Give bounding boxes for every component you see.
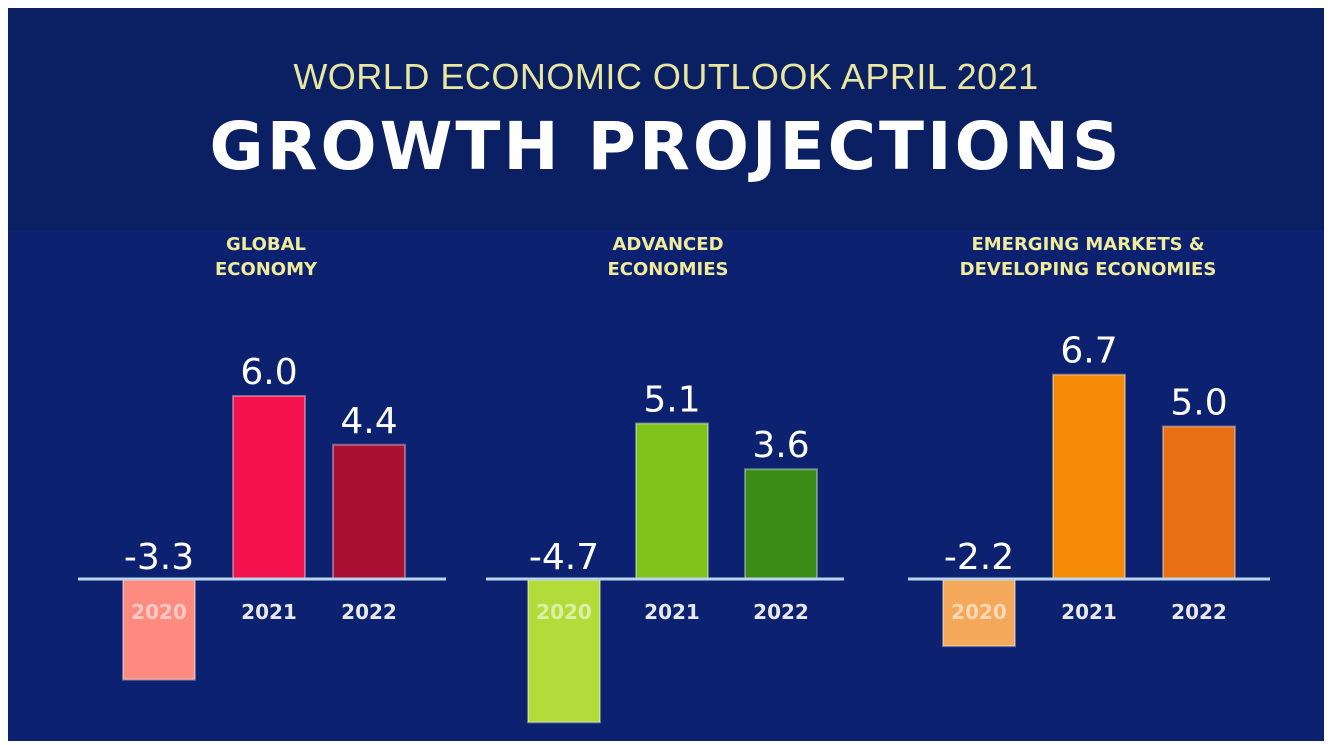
chart-panel: -3.3 2020 6.0 2021 4.4 2022 [78,352,446,681]
tick-label: 2021 [1061,600,1117,624]
bar-2021 [232,395,306,580]
page-title: GROWTH PROJECTIONS [209,108,1123,185]
chart-panel: -4.7 2020 5.1 2021 3.6 2022 [486,379,844,724]
bar-2021 [1052,373,1126,580]
data-label: 4.4 [340,401,397,442]
data-label: -3.3 [124,537,194,578]
data-label: 6.0 [240,352,297,393]
chart-panel: -2.2 2020 6.7 2021 5.0 2022 [908,331,1270,648]
tick-label: 2021 [644,600,700,624]
tick-label: 2020 [951,600,1007,624]
tick-label: 2022 [1171,600,1227,624]
bar-2022 [1162,425,1236,580]
bar-2021 [635,422,709,581]
header-band [8,8,1324,230]
bar-2020 [942,578,1016,648]
subtitle: WORLD ECONOMIC OUTLOOK APRIL 2021 [293,56,1039,97]
tick-label: 2022 [341,600,397,624]
panel-title-advanced: ADVANCED ECONOMIES [607,234,729,280]
charts-svg: -3.3 2020 6.0 2021 4.4 2022 -4.7 2020 5.1 2021 3.6… [78,331,1270,724]
infographic-frame: WORLD ECONOMIC OUTLOOK APRIL 2021 GROWTH… [8,8,1324,741]
tick-label: 2020 [131,600,187,624]
bar-2022 [744,468,818,581]
data-label: 5.0 [1170,383,1227,424]
data-label: -2.2 [944,537,1014,578]
data-label: 6.7 [1060,331,1117,372]
data-label: 3.6 [752,425,809,466]
panel-title-emerging: EMERGING MARKETS & DEVELOPING ECONOMIES [959,234,1217,280]
bar-2022 [332,443,406,580]
data-label: 5.1 [643,379,700,420]
panel-title-global: GLOBAL ECONOMY [214,234,318,280]
tick-label: 2021 [241,600,297,624]
data-label: -4.7 [529,537,599,578]
tick-label: 2022 [753,600,809,624]
tick-label: 2020 [536,600,592,624]
bar-2020 [122,578,196,681]
